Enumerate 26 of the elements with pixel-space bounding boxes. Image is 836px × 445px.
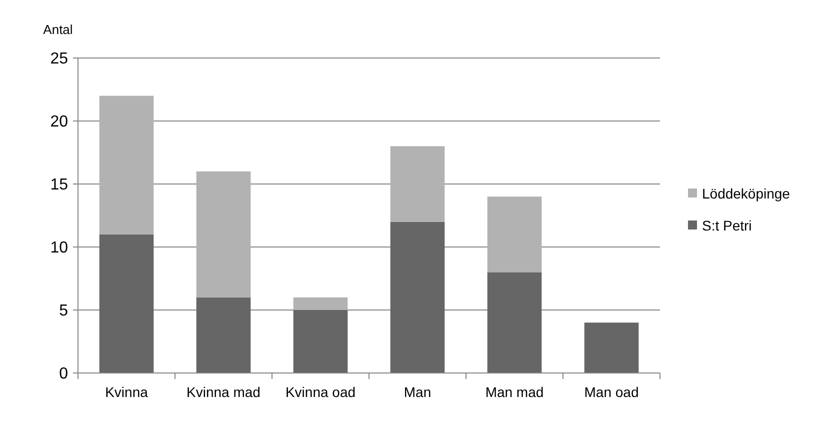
x-tick-label: Kvinna mad [186, 384, 260, 400]
x-tick-label: Man oad [584, 384, 639, 400]
bar [487, 196, 542, 272]
bar [293, 310, 348, 373]
bar [293, 297, 348, 310]
y-tick-label: 0 [59, 366, 68, 383]
y-tick-label: 25 [50, 50, 68, 68]
x-tick-label: Kvinna [105, 384, 148, 400]
bar [99, 234, 154, 373]
x-tick-label: Man mad [485, 384, 544, 400]
x-tick-label: Kvinna oad [285, 384, 356, 400]
y-tick-label: 5 [59, 302, 68, 320]
bar [196, 297, 251, 373]
legend-label: S:t Petri [702, 217, 752, 234]
legend-label: Löddeköpinge [702, 185, 790, 202]
x-tick-label: Man [404, 384, 432, 400]
bar [487, 272, 542, 373]
bar [390, 146, 445, 222]
y-tick-label: 15 [50, 176, 68, 194]
bar [390, 222, 445, 373]
bar [99, 96, 154, 234]
bar [196, 171, 251, 298]
y-axis-title: Antal [43, 22, 73, 37]
y-tick-label: 10 [50, 240, 68, 257]
y-tick-label: 20 [50, 114, 68, 131]
bar [584, 322, 639, 373]
